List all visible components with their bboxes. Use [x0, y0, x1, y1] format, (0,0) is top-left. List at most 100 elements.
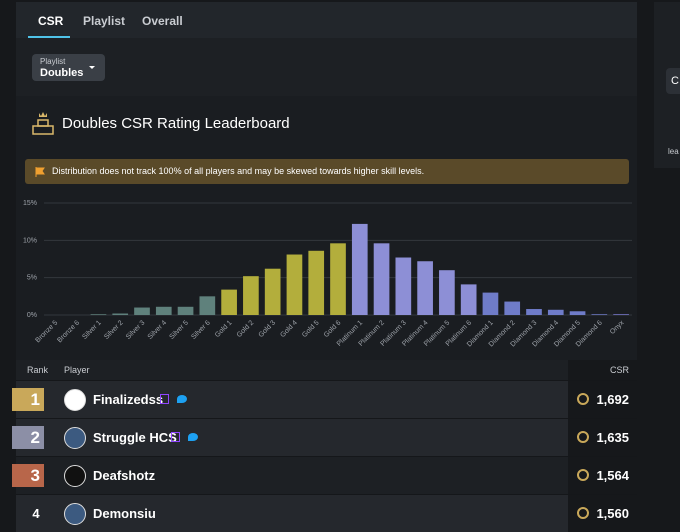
player-name[interactable]: Demonsiu [93, 506, 156, 521]
dropdown-label: Playlist [40, 57, 66, 66]
side-button[interactable]: C [666, 68, 680, 94]
x-tick-label: Silver 1 [81, 319, 103, 341]
caret [89, 66, 95, 69]
csr-cell: 1,692 [568, 381, 637, 418]
avatar [64, 427, 86, 449]
bar [526, 309, 542, 315]
rank-badge: 3 [12, 464, 44, 487]
playlist-dropdown[interactable]: Playlist Doubles [32, 54, 105, 81]
side-text: lea [668, 147, 679, 156]
bar [460, 284, 477, 315]
avatar [64, 465, 86, 487]
csr-cell: 1,564 [568, 457, 637, 494]
bar [243, 276, 259, 315]
player-name[interactable]: Finalizedss [93, 392, 164, 407]
x-tick-label: Silver 6 [190, 319, 212, 341]
x-tick-label: Gold 2 [236, 319, 256, 339]
x-tick-label: Bronze 5 [35, 319, 60, 344]
rank-number: 4 [32, 506, 40, 521]
x-tick-label: Silver 3 [125, 319, 147, 341]
tab-bar [16, 2, 637, 38]
bar [199, 296, 216, 315]
column-header: Player [64, 365, 90, 375]
bar [569, 311, 586, 315]
rank-badge: 1 [12, 388, 44, 411]
rank-icon [577, 431, 589, 443]
side-panel: C lea [654, 2, 680, 168]
bar [264, 268, 281, 315]
notice-banner: Distribution does not track 100% of all … [25, 159, 629, 184]
table-row[interactable]: 1 Finalizedss 1,692 [12, 380, 637, 418]
y-tick-label: 10% [23, 237, 37, 244]
tab[interactable]: CSR [38, 14, 64, 28]
bar [155, 306, 172, 315]
rank-badge: 2 [12, 426, 44, 449]
bar [417, 261, 433, 315]
rank-icon [577, 469, 589, 481]
tab[interactable]: Playlist [83, 14, 126, 28]
x-tick-label: Onyx [609, 319, 626, 336]
csr-value: 1,564 [596, 468, 629, 483]
bar [439, 270, 455, 315]
bar [112, 313, 129, 315]
table-row[interactable]: 4 Demonsiu 1,560 [16, 494, 637, 532]
x-tick-label: Gold 1 [214, 319, 234, 339]
avatar [64, 389, 86, 411]
player-name[interactable]: Struggle HCS [93, 430, 177, 445]
bar [351, 223, 368, 315]
x-tick-label: Gold 4 [279, 319, 299, 339]
notice-text: Distribution does not track 100% of all … [52, 166, 425, 176]
x-tick-label: Silver 4 [147, 319, 169, 341]
table-row[interactable]: 3 Deafshotz 1,564 [12, 456, 637, 494]
twitter-icon[interactable] [188, 433, 198, 441]
bar [90, 314, 107, 315]
bar [504, 301, 521, 315]
bar [373, 243, 390, 315]
tab-underline [28, 36, 70, 38]
bar [591, 314, 608, 315]
bar [286, 254, 303, 315]
twitch-icon[interactable] [160, 394, 169, 404]
chart-section [16, 96, 637, 360]
flag-icon [35, 167, 45, 177]
y-tick-label: 0% [27, 312, 37, 319]
rank-icon [577, 393, 589, 405]
bar [613, 314, 629, 315]
bar [221, 289, 237, 315]
y-tick-label: 15% [23, 200, 37, 207]
bar [134, 307, 150, 315]
bar [177, 306, 194, 315]
csr-header-cell: CSR [568, 360, 637, 382]
csr-value: 1,560 [596, 506, 629, 521]
bar [395, 257, 412, 315]
x-tick-label: Silver 2 [103, 319, 125, 341]
trophy-icon [32, 112, 54, 135]
table-header: Rank Player CSR [16, 360, 637, 382]
tab[interactable]: Overall [142, 14, 183, 28]
leaderboard-title: Doubles CSR Rating Leaderboard [62, 115, 290, 132]
csr-cell: 1,560 [568, 495, 637, 532]
y-tick-label: 5% [27, 275, 37, 282]
twitch-icon[interactable] [171, 432, 180, 442]
x-tick-label: Gold 5 [301, 319, 321, 339]
table-row[interactable]: 2 Struggle HCS 1,635 [12, 418, 637, 456]
bar [482, 292, 499, 315]
x-tick-label: Bronze 6 [56, 319, 81, 344]
x-tick-label: Gold 3 [258, 319, 278, 339]
column-header: CSR [609, 365, 629, 375]
x-tick-label: Silver 5 [169, 319, 191, 341]
csr-cell: 1,635 [568, 419, 637, 456]
twitter-icon[interactable] [177, 395, 187, 403]
avatar [64, 503, 86, 525]
csr-value: 1,692 [596, 392, 629, 407]
rank-icon [577, 507, 589, 519]
bar [330, 243, 346, 315]
bar [547, 309, 564, 315]
dropdown-value: Doubles [40, 67, 84, 79]
bar [308, 250, 325, 315]
csr-value: 1,635 [596, 430, 629, 445]
column-header: Rank [27, 365, 49, 375]
player-name[interactable]: Deafshotz [93, 468, 156, 483]
